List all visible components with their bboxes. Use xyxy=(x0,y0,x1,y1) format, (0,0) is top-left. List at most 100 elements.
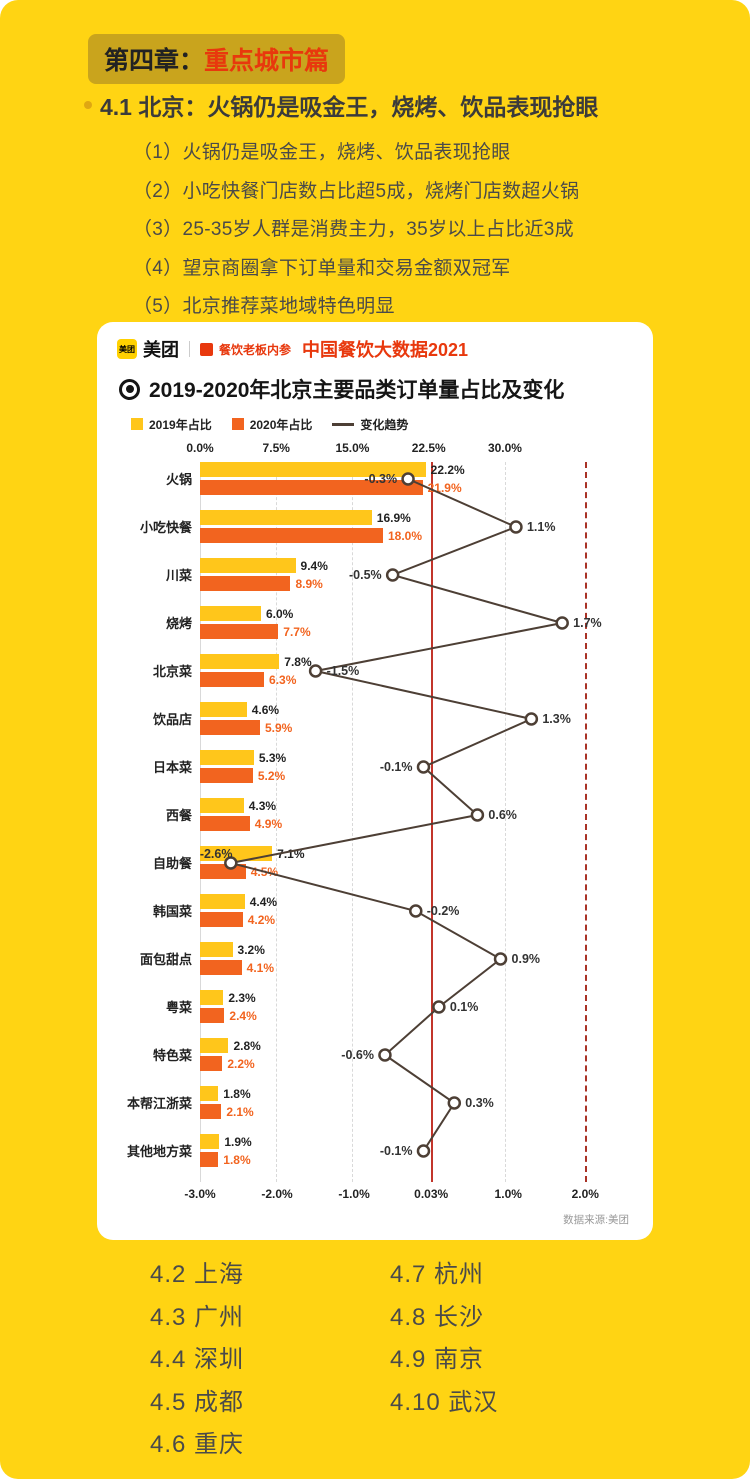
toc-item: 4.8 长沙 xyxy=(390,1303,485,1331)
gridline xyxy=(504,462,506,1182)
bar-pair: 22.2% 21.9% xyxy=(200,462,630,498)
category-label: 特色菜 xyxy=(152,1048,192,1063)
category-label: 北京菜 xyxy=(152,664,192,679)
bar-2019-line: 4.6% xyxy=(200,702,630,717)
legend-label: 变化趋势 xyxy=(360,417,409,432)
toc-item: 4.3 广州 xyxy=(150,1303,245,1331)
bar-2019 xyxy=(200,510,372,525)
trend-marker xyxy=(416,1144,431,1158)
chart-row: 川菜 9.4% 8.9% xyxy=(115,558,630,606)
trend-marker xyxy=(308,664,323,678)
axis-bottom-tick: -1.0% xyxy=(338,1187,370,1201)
bar-2019-line: 9.4% xyxy=(200,558,630,573)
bar-2020 xyxy=(200,528,383,543)
trend-marker xyxy=(493,952,508,966)
data-source: 数据来源:美团 xyxy=(563,1214,629,1226)
trend-marker xyxy=(432,1000,446,1014)
bullet-item: （1）火锅仍是吸金王，烧烤、饮品表现抢眼 xyxy=(133,142,511,163)
trend-marker xyxy=(409,904,423,918)
chart-row: 北京菜 7.8% 6.3% xyxy=(115,654,630,702)
bar-2019 xyxy=(200,606,261,621)
bar-2019-line: 16.9% xyxy=(200,510,630,525)
category-label: 日本菜 xyxy=(152,760,192,775)
bar-2019-line: 3.2% xyxy=(200,942,630,957)
toc-links-left: 4.2 上海 4.3 广州 4.4 深圳 4.5 成都 4.6 重庆 xyxy=(150,1254,390,1467)
bar-2019 xyxy=(200,1086,219,1101)
bar-2019-line: 4.3% xyxy=(200,798,630,813)
category-label: 烧烤 xyxy=(165,616,192,631)
bar-2019 xyxy=(200,1038,229,1053)
bar-2020-line: 2.4% xyxy=(200,1008,630,1023)
bar-2019-line: 6.0% xyxy=(200,606,630,621)
chart-title: 2019-2020年北京主要品类订单量占比及变化 xyxy=(149,379,565,402)
trend-marker xyxy=(385,568,400,582)
trend-marker xyxy=(378,1048,392,1062)
toc-item: 4.9 南京 xyxy=(390,1346,485,1373)
bar-2019 xyxy=(200,558,296,573)
bar-2019-value: 22.2% xyxy=(430,462,465,477)
section-title-text: 4.1 北京：火锅仍是吸金王，烧烤、饮品表现抢眼 xyxy=(100,94,599,120)
bar-pair: 16.9% 18.0% xyxy=(200,510,630,546)
category-label: 饮品店 xyxy=(152,712,192,727)
bar-2020-line: 5.2% xyxy=(200,768,630,783)
chart-row: 面包甜点 3.2% 4.1% xyxy=(115,942,630,990)
trend-marker xyxy=(401,472,415,486)
bar-2020 xyxy=(200,1152,219,1167)
bullet-item: （5）北京推荐菜地域特色明显 xyxy=(133,296,395,317)
bar-2020 xyxy=(200,1056,223,1071)
bar-2020-value: 4.1% xyxy=(246,960,275,975)
bar-2019-line: 2.3% xyxy=(200,990,630,1005)
bar-2019-value: 2.3% xyxy=(228,990,256,1005)
chart-row: 本帮江浙菜 1.8% 2.1% xyxy=(115,1086,630,1134)
toc-item: 4.2 上海 xyxy=(150,1261,245,1288)
toc-item: 4.10 武汉 xyxy=(390,1388,499,1416)
bar-2020 xyxy=(200,720,260,735)
bar-2020-value: 2.2% xyxy=(227,1056,255,1071)
bar-2020-line: 4.2% xyxy=(200,912,630,927)
category-label: 川菜 xyxy=(165,568,192,583)
bar-2020 xyxy=(200,912,243,927)
bar-2019-line: 1.9% xyxy=(200,1134,630,1149)
bar-pair: 2.3% 2.4% xyxy=(200,990,630,1026)
bar-2020-value: 6.3% xyxy=(269,672,297,687)
bar-2019-value: 2.8% xyxy=(233,1038,261,1053)
chapter-badge: 第四章：重点城市篇 xyxy=(88,34,346,84)
bar-2020-line: 8.9% xyxy=(200,576,630,591)
bar-pair: 4.4% 4.2% xyxy=(200,894,630,930)
bullseye-icon xyxy=(119,378,140,400)
bar-pair: 1.9% 1.8% xyxy=(200,1134,630,1170)
chapter-badge-title: 重点城市篇 xyxy=(204,47,330,75)
bar-pair: 7.8% 6.3% xyxy=(200,654,630,690)
toc-item: 4.7 杭州 xyxy=(390,1261,485,1288)
category-label: 西餐 xyxy=(165,808,192,823)
bar-2019 xyxy=(200,798,244,813)
toc-item: 4.6 重庆 xyxy=(150,1431,245,1458)
category-label: 本帮江浙菜 xyxy=(126,1096,192,1111)
bar-2020-line: 4.9% xyxy=(200,816,630,831)
axis-top: 0.0% 7.5% 15.0% 22.5% 30.0% xyxy=(186,441,630,459)
gridline xyxy=(352,462,354,1182)
chart-card: 美团 美团 餐饮老板内参 中国餐饮大数据2021 2019-2020年北京主要品… xyxy=(97,322,653,1240)
bar-2019-value: 7.8% xyxy=(284,654,312,669)
chart-row: 饮品店 4.6% 5.9% xyxy=(115,702,630,750)
bar-2019 xyxy=(200,702,247,717)
axis-bottom: -3.0% -2.0% -1.0% 0.03% 1.0% 2.0% xyxy=(184,1182,630,1204)
chart-row: 小吃快餐 16.9% 18.0% xyxy=(115,510,630,558)
bar-2020-value: 5.2% xyxy=(257,768,286,783)
category-label: 自助餐 xyxy=(152,856,192,871)
plot-area: 火锅 22.2% 21.9% 小吃快餐 16.9% 18.0% 川菜 9.4% 8.9% 烧烤 6.… xyxy=(115,462,630,1182)
legend-item: 变化趋势 xyxy=(332,416,408,433)
bullet-list: （1）火锅仍是吸金王，烧烤、饮品表现抢眼 （2）小吃快餐门店数占比超5成，烧烤门店… xyxy=(133,134,579,327)
legend-label: 2020年占比 xyxy=(249,417,313,432)
bar-pair: 4.3% 4.9% xyxy=(200,798,630,834)
meituan-logo-icon: 美团 xyxy=(117,339,137,359)
bar-2019 xyxy=(200,990,224,1005)
partner-name: 餐饮老板内参 xyxy=(219,342,292,357)
axis-top-tick: 30.0% xyxy=(487,441,522,455)
bar-2020 xyxy=(200,960,242,975)
chart: 0.0% 7.5% 15.0% 22.5% 30.0% 火锅 22.2% 21.9% 小吃快餐… xyxy=(115,441,630,1204)
axis-top-tick: 0.0% xyxy=(186,441,214,455)
bar-2019 xyxy=(200,750,254,765)
bar-2019-value: 4.3% xyxy=(248,798,277,813)
